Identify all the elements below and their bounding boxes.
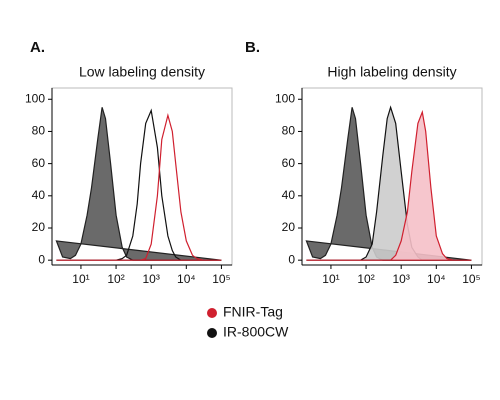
y-tick-label: 40 — [282, 188, 296, 202]
histogram-curve — [56, 113, 222, 261]
y-tick-label: 100 — [275, 91, 295, 105]
histogram-curve — [56, 108, 222, 261]
y-tick-label: 60 — [282, 156, 296, 170]
x-tick-label: 10³ — [393, 272, 410, 286]
panel-title: B. — [245, 39, 260, 56]
x-tick-label: 10⁵ — [212, 272, 230, 286]
legend-label: FNIR-Tag — [223, 304, 283, 320]
y-tick-label: 40 — [32, 188, 46, 202]
y-tick-label: 80 — [282, 124, 296, 138]
x-tick-label: 10⁴ — [427, 272, 446, 286]
y-tick-label: 20 — [32, 220, 46, 234]
histogram-curve — [306, 105, 472, 261]
y-tick-label: 0 — [38, 252, 45, 266]
y-tick-label: 100 — [25, 91, 45, 105]
x-tick-label: 10¹ — [322, 272, 339, 286]
x-tick-label: 10² — [357, 272, 374, 286]
panel-subtitle: High labeling density — [327, 64, 456, 80]
x-tick-label: 10¹ — [72, 272, 89, 286]
y-tick-label: 80 — [32, 124, 46, 138]
legend-marker — [207, 308, 217, 318]
y-tick-label: 0 — [288, 252, 295, 266]
x-tick-label: 10⁵ — [462, 272, 480, 286]
y-tick-label: 20 — [282, 220, 296, 234]
x-tick-label: 10⁴ — [177, 272, 196, 286]
panel-subtitle: Low labeling density — [79, 64, 205, 80]
legend-label: IR-800CW — [223, 324, 289, 340]
y-tick-label: 60 — [32, 156, 46, 170]
histogram-curve — [306, 109, 472, 261]
legend-marker — [207, 328, 217, 338]
plot-frame — [51, 87, 233, 266]
panel-title: A. — [30, 39, 45, 56]
x-tick-label: 10³ — [143, 272, 160, 286]
x-tick-label: 10² — [107, 272, 124, 286]
